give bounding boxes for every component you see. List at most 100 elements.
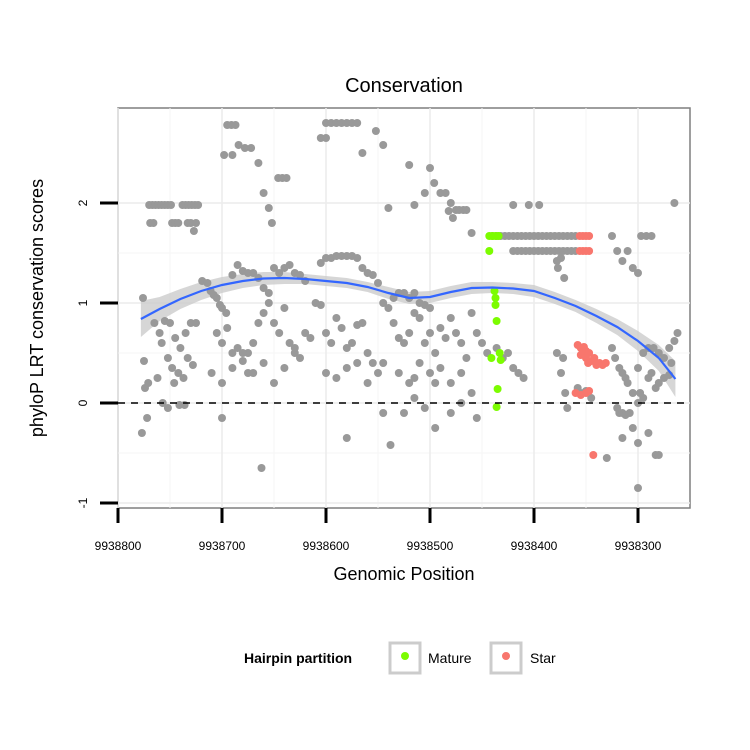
axes: 9938800 9938700 9938600 9938500 9938400 99383… — [76, 199, 690, 553]
point-other — [322, 369, 330, 377]
point-other — [301, 329, 310, 337]
point-other — [386, 441, 395, 449]
point-other — [426, 304, 434, 312]
point-other — [665, 344, 674, 352]
point-other — [389, 319, 398, 327]
point-other — [322, 329, 330, 337]
point-other — [405, 161, 414, 169]
x-axis-label: Genomic Position — [333, 564, 474, 584]
point-other — [280, 364, 289, 372]
point-other — [441, 334, 450, 342]
point-other — [332, 314, 341, 322]
point-mature — [493, 385, 502, 393]
point-other — [363, 379, 372, 387]
point-other — [233, 261, 242, 269]
point-mature — [485, 247, 494, 255]
point-star — [589, 451, 598, 459]
point-other — [267, 219, 276, 227]
point-other — [613, 247, 622, 255]
point-other — [188, 361, 197, 369]
data-points — [137, 119, 682, 492]
point-other — [446, 314, 455, 322]
point-other — [379, 409, 388, 417]
point-star — [584, 359, 593, 367]
y-tick-label: -1 — [76, 497, 90, 508]
point-other — [647, 369, 656, 377]
point-star — [585, 247, 594, 255]
point-other — [649, 344, 658, 352]
point-other — [296, 354, 304, 362]
point-other — [259, 284, 268, 292]
point-other — [410, 374, 419, 382]
point-other — [150, 319, 159, 327]
point-other — [509, 201, 518, 209]
point-other — [270, 379, 278, 387]
point-other — [553, 264, 562, 272]
point-mature — [491, 301, 500, 309]
point-other — [259, 189, 268, 197]
point-other — [149, 219, 158, 227]
point-other — [394, 369, 403, 377]
point-other — [430, 179, 439, 187]
point-other — [623, 247, 632, 255]
point-other — [140, 357, 148, 365]
point-other — [472, 414, 481, 422]
point-other — [557, 254, 565, 262]
point-other — [290, 344, 299, 352]
point-other — [306, 334, 315, 342]
legend-star-swatch — [502, 652, 510, 660]
point-other — [285, 339, 294, 347]
point-other — [316, 259, 325, 267]
point-other — [379, 359, 388, 367]
point-star — [590, 354, 599, 362]
point-mature — [492, 317, 501, 325]
point-other — [189, 227, 198, 235]
point-other — [420, 339, 429, 347]
point-other — [611, 354, 620, 362]
point-other — [212, 329, 221, 337]
smooth-line — [140, 276, 677, 380]
point-other — [400, 409, 408, 417]
point-other — [618, 434, 627, 442]
point-other — [509, 364, 518, 372]
point-other — [563, 404, 572, 412]
point-other — [223, 324, 232, 332]
point-other — [270, 264, 278, 272]
x-tick-label: 9938700 — [199, 539, 246, 553]
point-other — [634, 484, 642, 492]
point-other — [163, 354, 172, 362]
point-other — [233, 344, 242, 352]
point-other — [174, 219, 183, 227]
point-other — [405, 329, 414, 337]
point-other — [337, 324, 346, 332]
point-other — [139, 294, 147, 302]
point-other — [218, 414, 226, 422]
point-other — [218, 339, 226, 347]
point-other — [431, 379, 440, 387]
point-other — [353, 119, 362, 127]
point-mature — [492, 403, 501, 411]
point-other — [254, 159, 263, 167]
point-other — [180, 401, 189, 409]
point-other — [394, 334, 403, 342]
point-other — [238, 349, 247, 357]
y-tick-label: 0 — [76, 399, 90, 406]
point-other — [228, 349, 237, 357]
point-other — [368, 359, 377, 367]
point-other — [667, 359, 676, 367]
point-other — [559, 354, 568, 362]
point-other — [183, 354, 192, 362]
point-other — [379, 141, 388, 149]
point-other — [192, 219, 200, 227]
point-other — [358, 319, 367, 327]
point-other — [371, 127, 380, 135]
point-other — [259, 359, 268, 367]
point-other — [467, 309, 476, 317]
point-other — [228, 364, 237, 372]
point-other — [218, 379, 226, 387]
point-other — [389, 294, 398, 302]
point-other — [436, 364, 445, 372]
point-other — [176, 344, 185, 352]
point-other — [608, 344, 616, 352]
point-other — [163, 404, 172, 412]
